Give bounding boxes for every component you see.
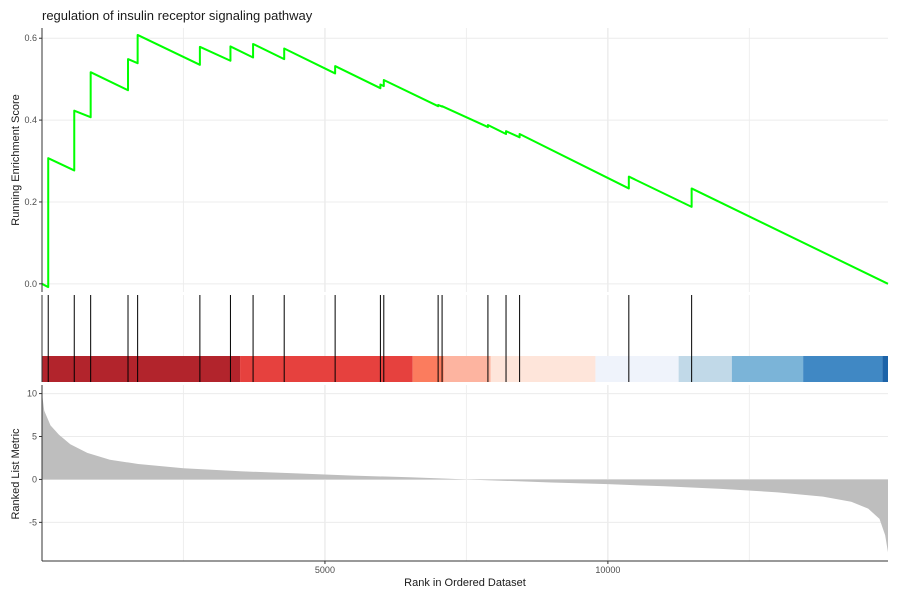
y-tick-label: 0.2	[24, 197, 37, 207]
y-tick-label: 0.6	[24, 33, 37, 43]
color-bar-segment	[412, 356, 444, 382]
color-bar-segment	[882, 356, 888, 382]
y-tick-label: 0.4	[24, 115, 37, 125]
ranked-metric-area	[42, 393, 888, 553]
chart-title: regulation of insulin receptor signaling…	[42, 8, 313, 23]
color-bar-segment	[731, 356, 804, 382]
y-axis-label-ranked-metric: Ranked List Metric	[10, 428, 22, 520]
color-bar-segment	[443, 356, 491, 382]
x-tick-label: 5000	[315, 565, 335, 575]
color-bar-segment	[42, 356, 241, 382]
y-tick-label: 0	[32, 474, 37, 484]
y-tick-label: 10	[27, 389, 37, 399]
running-enrichment-line	[41, 33, 889, 289]
y-tick-label: 0.0	[24, 279, 37, 289]
axes-layer: 0.0 0.2 0.4 0.6 10 5 0 -5 5000 10000	[24, 28, 888, 575]
color-bar-segment	[595, 356, 679, 382]
y-axis-label-enrichment: Running Enrichment Score	[10, 94, 22, 225]
color-bar-segment	[490, 356, 596, 382]
x-axis-label: Rank in Ordered Dataset	[404, 577, 526, 589]
y-tick-label: 5	[32, 432, 37, 442]
y-tick-label: -5	[29, 517, 37, 527]
color-bar-segment	[678, 356, 732, 382]
marks-layer	[41, 33, 889, 553]
color-bar-segment	[803, 356, 883, 382]
x-tick-label: 10000	[595, 565, 620, 575]
color-bar-segment	[240, 356, 413, 382]
